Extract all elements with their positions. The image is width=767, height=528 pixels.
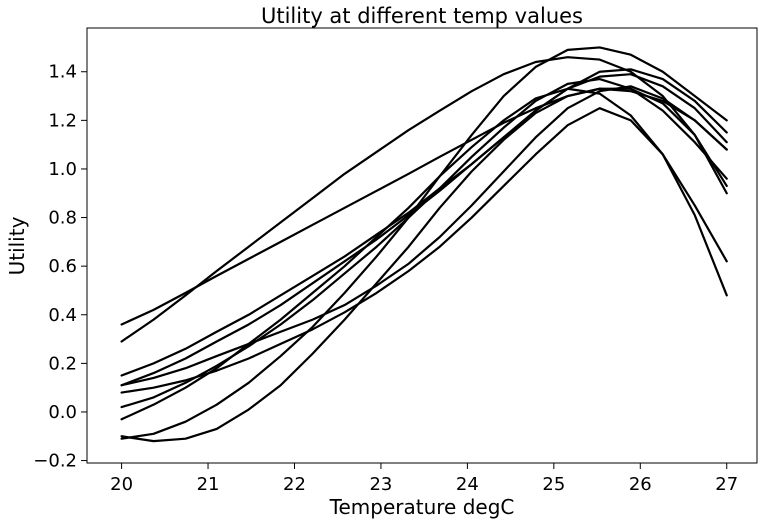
y-tick-label: 1.4	[48, 62, 77, 83]
x-axis-ticks: 20 21 22 23 24 25 26 27	[110, 463, 738, 495]
x-tick-label: 25	[542, 474, 565, 495]
axes-frame	[86, 27, 758, 464]
series-line-10	[120, 107, 728, 394]
x-tick-label: 22	[283, 474, 306, 495]
series-line-8	[120, 87, 728, 443]
series-line-6	[120, 77, 728, 409]
y-axis-ticks: −0.2 0.0 0.2 0.4 0.6 0.8 1.0 1.2 1.4	[33, 62, 87, 472]
x-tick-label: 27	[715, 474, 738, 495]
y-tick-label: −0.2	[33, 451, 77, 472]
y-tick-label: 0.2	[48, 353, 77, 374]
series-layer	[120, 46, 728, 443]
x-tick-label: 24	[456, 474, 479, 495]
x-tick-label: 20	[110, 474, 133, 495]
series-line-3	[120, 68, 728, 377]
x-tick-label: 26	[629, 474, 652, 495]
y-tick-label: 0.0	[48, 402, 77, 423]
chart-title: Utility at different temp values	[261, 4, 583, 28]
series-line-5	[120, 85, 728, 387]
x-tick-label: 23	[369, 474, 392, 495]
y-tick-label: 0.6	[48, 256, 77, 277]
x-tick-label: 21	[197, 474, 220, 495]
series-line-9	[120, 46, 728, 440]
x-axis-label: Temperature degC	[329, 495, 515, 519]
y-tick-label: 1.2	[48, 110, 77, 131]
y-axis-label: Utility	[5, 216, 29, 275]
series-line-7	[120, 87, 728, 421]
y-tick-label: 1.0	[48, 159, 77, 180]
y-tick-label: 0.8	[48, 208, 77, 229]
series-line-2	[120, 87, 728, 326]
y-tick-label: 0.4	[48, 305, 77, 326]
